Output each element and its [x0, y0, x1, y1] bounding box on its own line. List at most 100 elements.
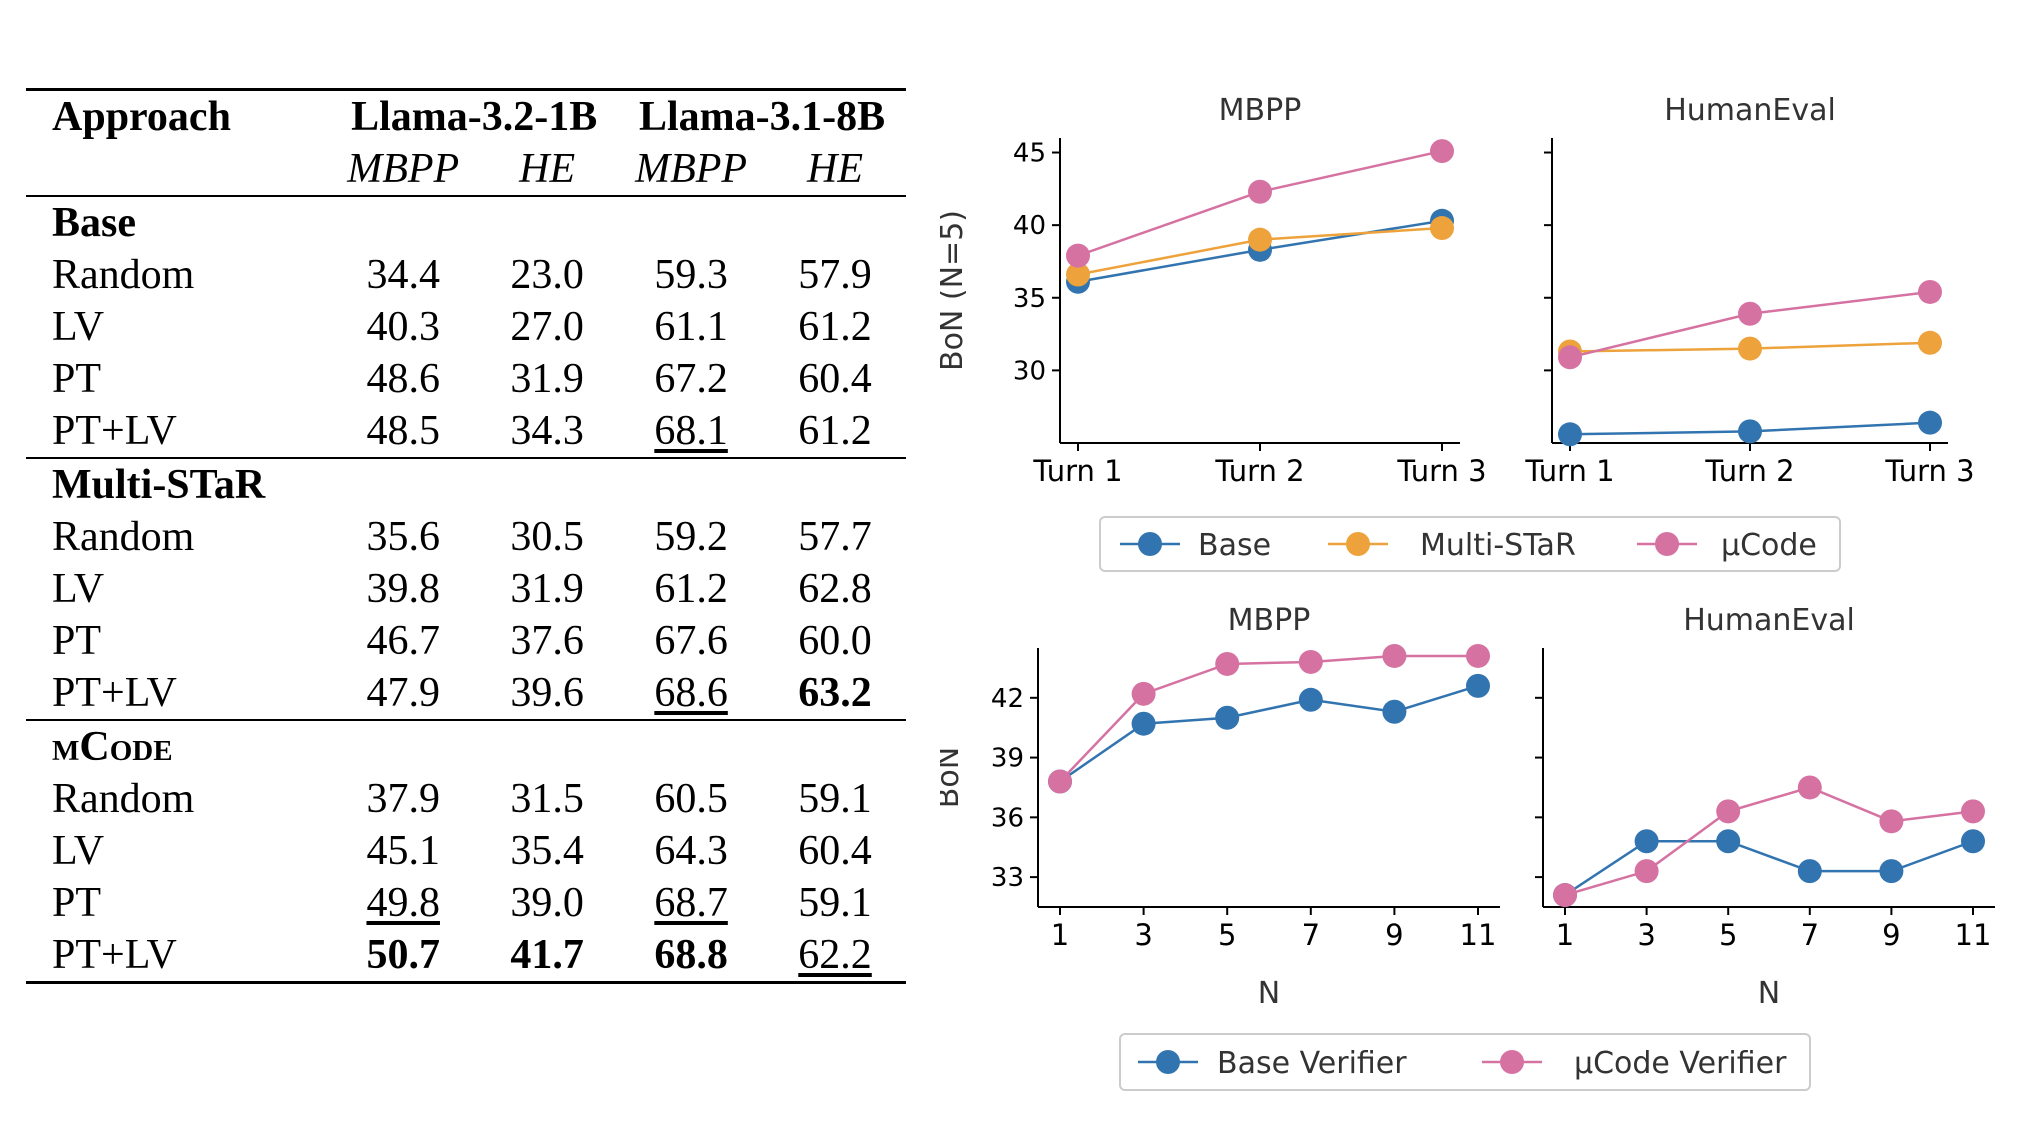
x-tick-label: Turn 2: [1704, 454, 1794, 488]
table-cell: 37.6: [476, 615, 618, 667]
data-point: [1797, 859, 1822, 884]
row-label: PT: [52, 618, 102, 664]
y-tick-label: 42: [991, 684, 1024, 714]
data-point: [1558, 345, 1582, 370]
results-table-container: Approach Llama-3.2-1B Llama-3.1-8B MBPP …: [26, 88, 906, 984]
cell-value: 39.8: [366, 566, 440, 612]
data-point: [1215, 705, 1240, 730]
table-cell: 68.7: [618, 877, 764, 929]
cell-value: 31.5: [510, 776, 584, 822]
cell-value: 64.3: [654, 828, 728, 874]
table-cell: 39.6: [476, 667, 618, 720]
data-point: [1918, 330, 1942, 355]
chart-panel: HumanEval 1 3 5 7 9 11 N: [1535, 603, 1995, 1011]
cell-value: 48.6: [366, 356, 440, 402]
cell-value: 59.1: [798, 776, 872, 822]
group-name: Base: [52, 200, 136, 246]
y-axis-label: BoN: [940, 747, 966, 808]
y-tick-label: 36: [991, 803, 1024, 833]
cell-value: 41.7: [510, 932, 584, 978]
cell-value: 62.2: [798, 932, 872, 978]
cell-value: 61.2: [798, 304, 872, 350]
results-table: Approach Llama-3.2-1B Llama-3.1-8B MBPP …: [26, 88, 906, 984]
cell-value: 57.7: [798, 514, 872, 560]
legend: Base Multi-STaR μCode: [1099, 516, 1841, 572]
data-point: [1131, 711, 1156, 736]
table-row: PT+LV 47.9 39.6 68.6 63.2: [26, 667, 906, 720]
table-row: PT 48.6 31.9 67.2 60.4: [26, 353, 906, 405]
data-point: [1961, 829, 1985, 854]
x-axis-label: N: [1758, 976, 1780, 1011]
table-cell: 48.6: [330, 353, 476, 405]
table-cell: 45.1: [330, 825, 476, 877]
data-point: [1131, 681, 1156, 706]
cell-value: 47.9: [366, 670, 440, 716]
table-cell: 59.1: [764, 773, 906, 825]
data-point: [1298, 687, 1323, 712]
subheader-he-1: HE: [519, 146, 576, 192]
cell-value: 68.6: [654, 670, 728, 716]
cell-value: 45.1: [366, 828, 440, 874]
table-body: Base Random 34.4 23.0 59.3 57.9 LV 40.3 27.0 61.1…: [26, 196, 906, 983]
subheader-mbpp-1: MBPP: [347, 146, 460, 192]
data-point: [1430, 216, 1454, 241]
cell-value: 67.6: [654, 618, 728, 664]
group-name: Multi-STaR: [52, 462, 266, 508]
data-point: [1215, 651, 1240, 676]
table-cell: 68.1: [618, 405, 764, 458]
data-point: [1382, 699, 1407, 724]
x-tick-label: Turn 3: [1884, 454, 1974, 488]
x-tick-label: 1: [1556, 918, 1574, 952]
table-row: LV 39.8 31.9 61.2 62.8: [26, 563, 906, 615]
table-cell: 48.5: [330, 405, 476, 458]
cell-value: 34.3: [510, 408, 584, 454]
y-tick-label: 35: [1013, 284, 1046, 314]
table-cell: 41.7: [476, 929, 618, 983]
x-tick-label: 7: [1801, 918, 1819, 952]
y-tick-label: 40: [1013, 211, 1046, 241]
table-cell: 39.0: [476, 877, 618, 929]
table-row: LV 40.3 27.0 61.1 61.2: [26, 301, 906, 353]
cell-value: 59.2: [654, 514, 728, 560]
table-cell: 62.2: [764, 929, 906, 983]
data-point: [1466, 643, 1490, 668]
x-tick-label: 3: [1134, 918, 1152, 952]
data-point: [1961, 799, 1985, 824]
chart-title: HumanEval: [1664, 93, 1836, 128]
data-point: [1248, 227, 1272, 252]
table-cell: 61.2: [618, 563, 764, 615]
table-row: PT+LV 48.5 34.3 68.1 61.2: [26, 405, 906, 458]
series-line: [1059, 654, 1478, 783]
table-row: PT+LV 50.7 41.7 68.8 62.2: [26, 929, 906, 983]
legend-box: [1119, 1033, 1811, 1091]
data-point: [1048, 769, 1072, 794]
x-tick-label: 5: [1218, 918, 1236, 952]
cell-value: 40.3: [366, 304, 440, 350]
x-axis-label: N: [1258, 976, 1280, 1011]
table-cell: 57.9: [764, 249, 906, 301]
x-tick-label: 11: [1955, 918, 1992, 952]
row-label: Random: [52, 514, 195, 560]
data-point: [1430, 139, 1454, 164]
table-cell: 50.7: [330, 929, 476, 983]
data-point: [1879, 809, 1904, 834]
cell-value: 34.4: [366, 252, 440, 298]
cell-value: 31.9: [510, 356, 584, 402]
data-point: [1634, 859, 1659, 884]
group-row: Base: [26, 196, 906, 249]
table-cell: 37.9: [330, 773, 476, 825]
cell-value: 68.1: [654, 408, 728, 454]
y-tick-label: 33: [991, 863, 1024, 893]
y-axis-label: BoN (N=5): [940, 210, 970, 371]
table-cell: 34.4: [330, 249, 476, 301]
table-row: Random 35.6 30.5 59.2 57.7: [26, 511, 906, 563]
data-point: [1716, 799, 1741, 824]
chart-title: HumanEval: [1683, 603, 1855, 638]
cell-value: 61.1: [654, 304, 728, 350]
cell-value: 68.8: [654, 932, 728, 978]
cell-value: 23.0: [510, 252, 584, 298]
table-cell: 59.2: [618, 511, 764, 563]
subheader-he-2: HE: [807, 146, 864, 192]
cell-value: 48.5: [366, 408, 440, 454]
